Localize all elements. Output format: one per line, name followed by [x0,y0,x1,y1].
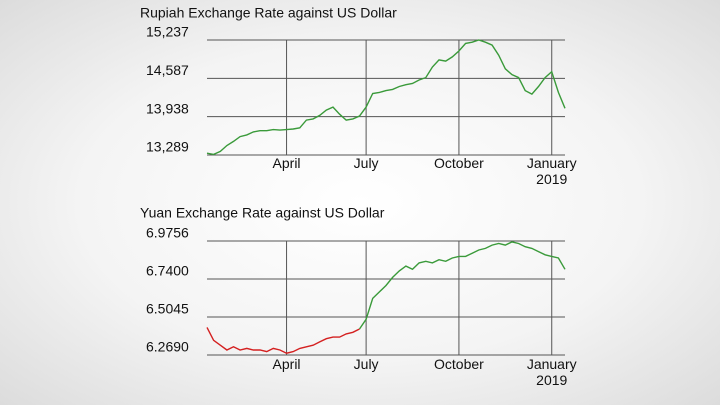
x-tick-label: April [272,155,301,171]
y-tick-label: 6.2690 [146,339,189,355]
chart-title: Yuan Exchange Rate against US Dollar [140,205,385,221]
x-tick-label: January 2019 [526,356,577,388]
y-tick-label: 15,237 [146,24,189,40]
x-tick-label: January 2019 [526,155,577,187]
y-tick-label: 13,938 [146,100,189,116]
y-tick-label: 6.9756 [146,225,189,241]
x-tick-label: April [272,356,301,372]
x-tick-label: July [353,155,379,171]
line-series [358,241,566,330]
y-tick-label: 6.7400 [146,263,189,279]
x-tick-label: October [434,155,484,171]
y-tick-label: 6.5045 [146,301,189,317]
x-tick-label: October [434,356,484,372]
chart-title: Rupiah Exchange Rate against US Dollar [140,5,397,21]
x-tick-label: July [353,356,379,372]
line-series [206,327,360,354]
y-tick-label: 14,587 [146,62,189,78]
y-tick-label: 13,289 [146,139,189,155]
line-series [206,39,566,156]
